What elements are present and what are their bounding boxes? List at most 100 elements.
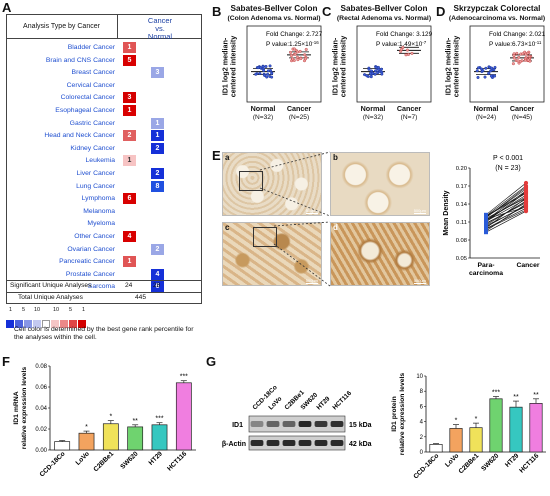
cancer-type-label[interactable]: Head and Neck Cancer [44, 132, 115, 140]
cancer-point [523, 209, 529, 214]
data-point [269, 68, 273, 72]
blot-label-actin: β-Actin [222, 441, 246, 448]
cancer-type-label[interactable]: Pancreatic Cancer [59, 258, 115, 266]
legend-number: 1 [9, 307, 13, 313]
cancer-row: Head and Neck Cancer 2 1 [6, 129, 202, 142]
data-point [289, 50, 293, 54]
n-cancer: (N=7) [400, 114, 418, 121]
cancer-row: Ovarian Cancer 2 [6, 243, 202, 256]
legend-number: 10 [53, 307, 60, 313]
data-point [367, 67, 371, 71]
cancer-type-label[interactable]: Bladder Cancer [67, 44, 115, 51]
data-point [476, 75, 480, 79]
y-tick-label: 0.00 [35, 448, 47, 454]
underexpression-cell: 2 [151, 243, 164, 255]
y-axis-label: ID1 protein [391, 396, 398, 432]
data-point [493, 65, 497, 69]
data-point [376, 71, 380, 75]
underexpression-cell: 6 [151, 281, 164, 293]
data-point [526, 58, 530, 62]
data-point [481, 69, 485, 73]
cancer-row: Lung Cancer 8 [6, 180, 202, 193]
scalebar-d: 500μm [413, 278, 426, 284]
ihc-image-d: d 500μm [330, 222, 430, 286]
significance-mark: *** [155, 416, 163, 423]
lane-label: HCT116 [331, 390, 353, 412]
significance-mark: *** [492, 390, 500, 397]
y-tick-label: 2 [420, 435, 424, 441]
legend-numbers: 1 5 10 10 5 1 [9, 307, 99, 315]
data-point [493, 74, 497, 78]
cancer-type-label[interactable]: Colorectal Cancer [60, 94, 115, 102]
pair-line [485, 206, 527, 226]
cancer-type-label[interactable]: Brain and CNS Cancer [45, 56, 115, 64]
cancer-point [523, 199, 529, 204]
data-point [291, 57, 295, 61]
id1-band [330, 421, 344, 427]
data-point [516, 59, 520, 63]
cancer-type-label[interactable]: Prostate Cancer [65, 270, 115, 278]
cancer-type-label[interactable]: Lymphoma [81, 195, 115, 203]
legend-note: Cell color is determined by the best gen… [14, 326, 194, 341]
cancer-type-label[interactable]: Breast Cancer [71, 69, 115, 77]
zoom-box-c [253, 227, 277, 247]
cancer-type-label[interactable]: Kidney Cancer [70, 144, 115, 152]
data-point [371, 71, 375, 75]
id1-band [250, 421, 264, 427]
cancer-row: Brain and CNS Cancer 5 [6, 54, 202, 67]
cancer-row: Lymphoma 6 [6, 192, 202, 205]
y-tick-label: 0.06 [35, 385, 47, 391]
data-point [374, 69, 378, 73]
y-axis-label: Mean Density [443, 190, 450, 235]
cancer-point [523, 194, 529, 199]
cancer-point [523, 188, 529, 193]
cancer-type-label[interactable]: Myeloma [87, 220, 115, 228]
cancer-type-label[interactable]: Liver Cancer [76, 170, 115, 177]
cancer-type-label[interactable]: Gastric Cancer [69, 119, 115, 127]
significant-row: Significant Unique Analyses 24 28 [6, 280, 202, 291]
scalebar-c: 500μm [305, 278, 318, 284]
scalebar-b: 500μm [413, 208, 426, 214]
cancer-type-label[interactable]: Sarcoma [87, 283, 115, 291]
actin-band [282, 440, 296, 446]
y-tick-label: 0.17 [456, 184, 467, 190]
data-point [365, 74, 369, 78]
bar [489, 398, 503, 453]
tag-a: a [225, 153, 230, 162]
cancer-row: Colorectal Cancer 3 [6, 91, 202, 104]
dotplot-svg: Fold Change: 3.129 P value:1.49×10-7 [356, 25, 433, 103]
n-text: (N = 23) [495, 165, 520, 172]
table-frame [6, 14, 202, 304]
zoom-box-a [239, 171, 263, 191]
cancer-type-label[interactable]: Lung Cancer [76, 182, 115, 190]
cancer-type-label[interactable]: Melanoma [83, 207, 115, 215]
cancer-row: Leukemia 1 [6, 154, 202, 167]
data-point [405, 48, 409, 52]
y-tick-label: 0.02 [35, 427, 47, 433]
cancer-type-label[interactable]: Esophageal Cancer [55, 107, 115, 114]
bar [54, 441, 71, 451]
panel-label-f: F [2, 354, 10, 369]
x-tick-label: CCD-18Co [39, 450, 67, 478]
underexpression-cell: 1 [151, 117, 164, 129]
actin-band [314, 440, 328, 446]
significant-down: 28 [153, 282, 161, 289]
cancer-row: Cervical Cancer [6, 79, 202, 92]
cancer-type-label[interactable]: Other Cancer [74, 233, 115, 240]
x-tick-label: LoVo [444, 452, 460, 468]
data-point [254, 72, 258, 76]
cancer-type-label[interactable]: Ovarian Cancer [67, 245, 115, 253]
cancer-type-label[interactable]: Leukemia [85, 157, 115, 165]
total-label: Total Unique Analyses [18, 294, 83, 301]
data-point [303, 57, 307, 61]
para-point [484, 230, 488, 235]
n-normal: (N=24) [475, 114, 497, 121]
cancer-type-label[interactable]: Cervical Cancer [66, 81, 115, 89]
data-point [404, 53, 408, 57]
significance-mark: ** [132, 418, 138, 425]
blot-label-id1: ID1 [232, 422, 243, 429]
significance-mark: * [455, 418, 458, 425]
p-value: P value:6.73×10-11 [489, 40, 542, 49]
significance-mark: ** [513, 394, 519, 401]
data-point [296, 58, 300, 62]
